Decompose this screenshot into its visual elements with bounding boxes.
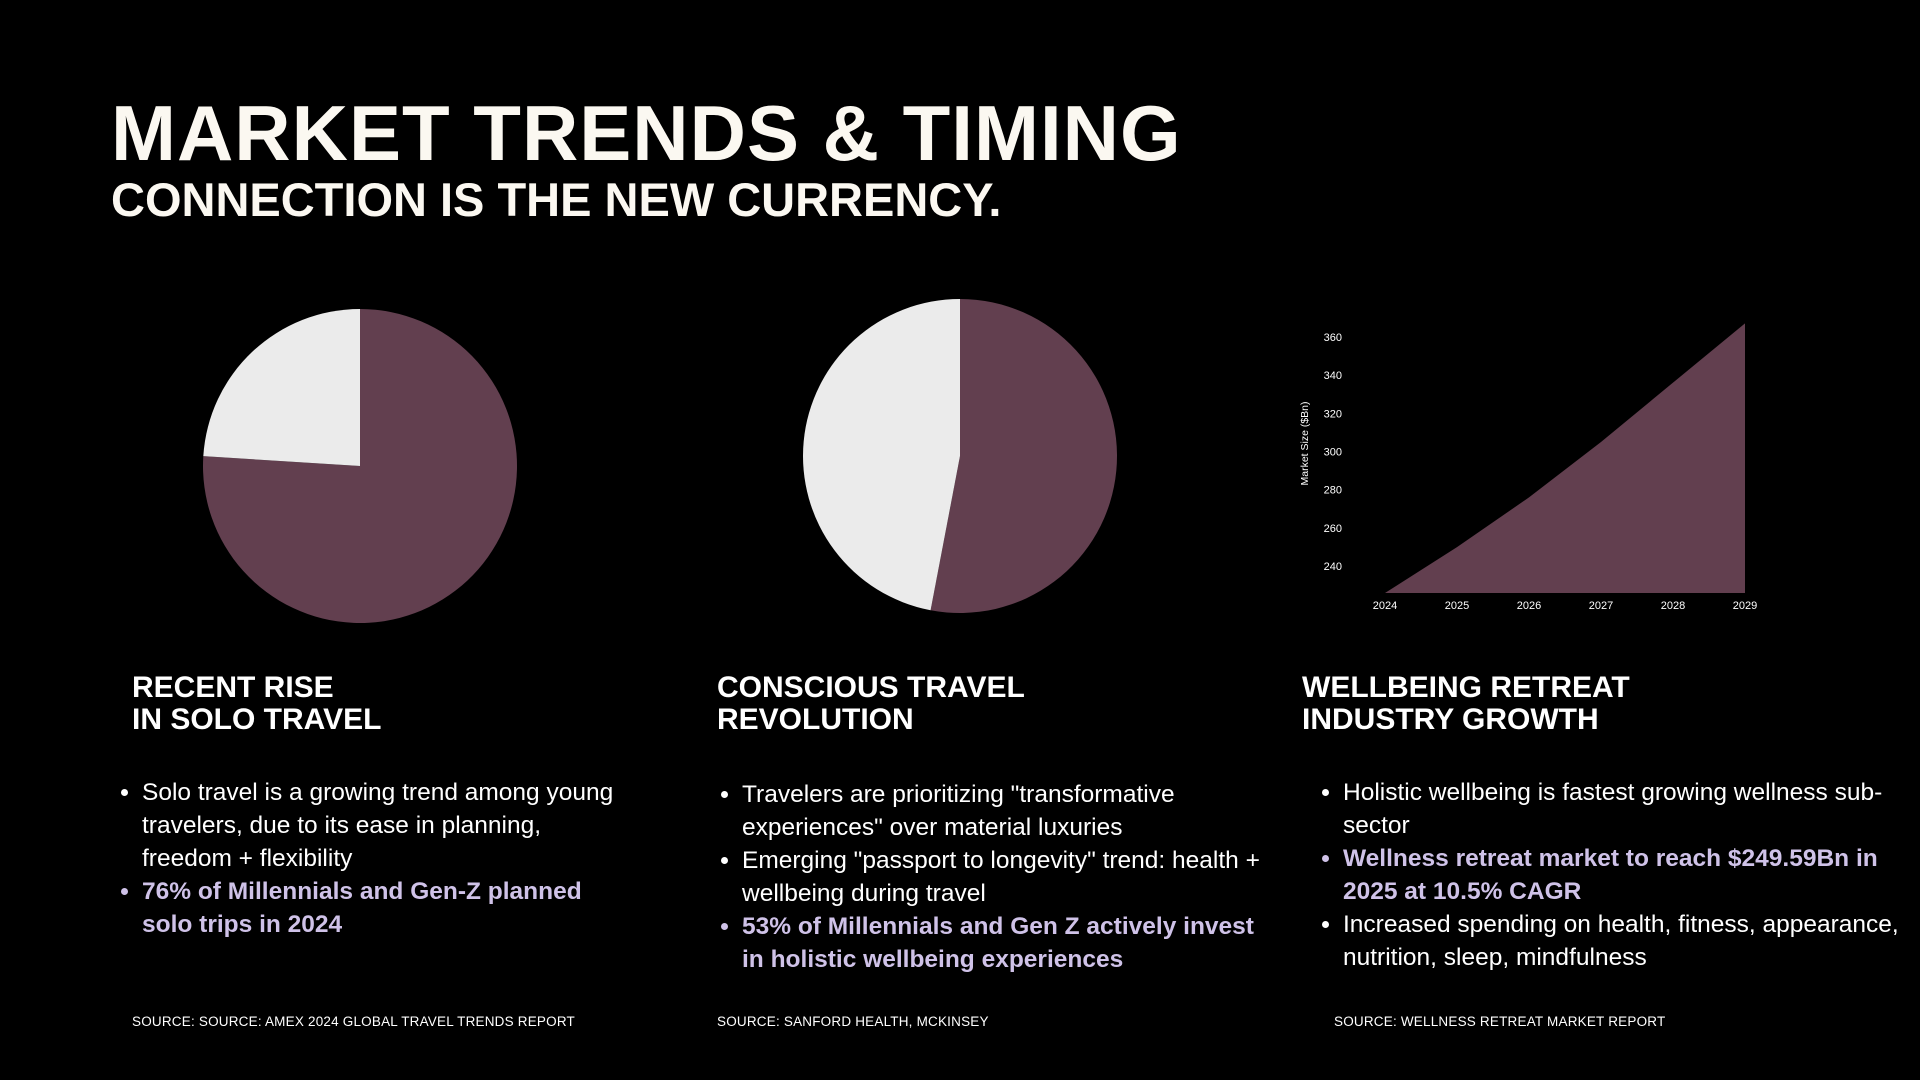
x-tick-label: 2024: [1373, 600, 1397, 612]
y-tick-label: 300: [1324, 447, 1342, 459]
x-tick-label: 2029: [1733, 600, 1757, 612]
x-tick-label: 2025: [1445, 600, 1469, 612]
heading-line: CONSCIOUS TRAVEL: [717, 671, 1025, 704]
area-series: [1385, 323, 1745, 593]
bullet-item: Holistic wellbeing is fastest growing we…: [1343, 776, 1903, 842]
pie-slice-0: [203, 309, 517, 623]
heading-line: WELLBEING RETREAT: [1302, 671, 1630, 704]
bullet-item: Travelers are prioritizing "transformati…: [742, 778, 1272, 844]
x-tick-label: 2027: [1589, 600, 1613, 612]
y-tick-label: 340: [1324, 370, 1342, 382]
bullet-item: Increased spending on health, fitness, a…: [1343, 908, 1903, 974]
bullet-item-highlight: 76% of Millennials and Gen-Z planned sol…: [142, 875, 632, 941]
y-tick-label: 240: [1324, 561, 1342, 573]
y-tick-label: 360: [1324, 332, 1342, 344]
heading-line: INDUSTRY GROWTH: [1302, 703, 1599, 736]
wellbeing-growth-bullets: Holistic wellbeing is fastest growing we…: [1319, 776, 1903, 974]
pie-slice-1: [203, 309, 360, 466]
heading-line: REVOLUTION: [717, 703, 914, 736]
x-tick-label: 2028: [1661, 600, 1685, 612]
bullet-item: Emerging "passport to longevity" trend: …: [742, 844, 1272, 910]
wellbeing-market-area-chart: 2024 2025 2026 2027 2028 2029 240 260 280 300 320 3…: [1299, 323, 1757, 612]
page-subtitle: CONNECTION IS THE NEW CURRENCY.: [111, 173, 1002, 226]
bullet-item-highlight: 53% of Millennials and Gen Z actively in…: [742, 910, 1272, 976]
conscious-travel-heading: CONSCIOUS TRAVEL REVOLUTION: [717, 672, 1025, 736]
solo-travel-pie-chart: [203, 309, 517, 623]
source-note: SOURCE: WELLNESS RETREAT MARKET REPORT: [1334, 1014, 1666, 1029]
y-tick-label: 320: [1324, 408, 1342, 420]
conscious-travel-pie-chart: [803, 299, 1117, 613]
x-tick-label: 2026: [1517, 600, 1541, 612]
y-tick-label: 280: [1324, 485, 1342, 497]
solo-travel-heading: RECENT RISE IN SOLO TRAVEL: [132, 672, 381, 736]
heading-line: IN SOLO TRAVEL: [132, 703, 382, 736]
y-axis-label: Market Size ($Bn): [1299, 401, 1311, 485]
solo-travel-bullets: Solo travel is a growing trend among you…: [118, 776, 632, 941]
source-note: SOURCE: SANFORD HEALTH, MCKINSEY: [717, 1014, 989, 1029]
heading-line: RECENT RISE: [132, 671, 334, 704]
y-tick-label: 260: [1324, 523, 1342, 535]
source-note: SOURCE: SOURCE: AMEX 2024 GLOBAL TRAVEL …: [132, 1014, 575, 1029]
pie-slice-1: [803, 299, 960, 611]
pie-slice-0: [930, 299, 1117, 613]
bullet-item-highlight: Wellness retreat market to reach $249.59…: [1343, 842, 1903, 908]
wellbeing-growth-heading: WELLBEING RETREAT INDUSTRY GROWTH: [1302, 672, 1630, 736]
bullet-item: Solo travel is a growing trend among you…: [142, 776, 632, 875]
conscious-travel-bullets: Travelers are prioritizing "transformati…: [718, 778, 1272, 976]
page-title: MARKET TRENDS & TIMING: [111, 89, 1182, 177]
